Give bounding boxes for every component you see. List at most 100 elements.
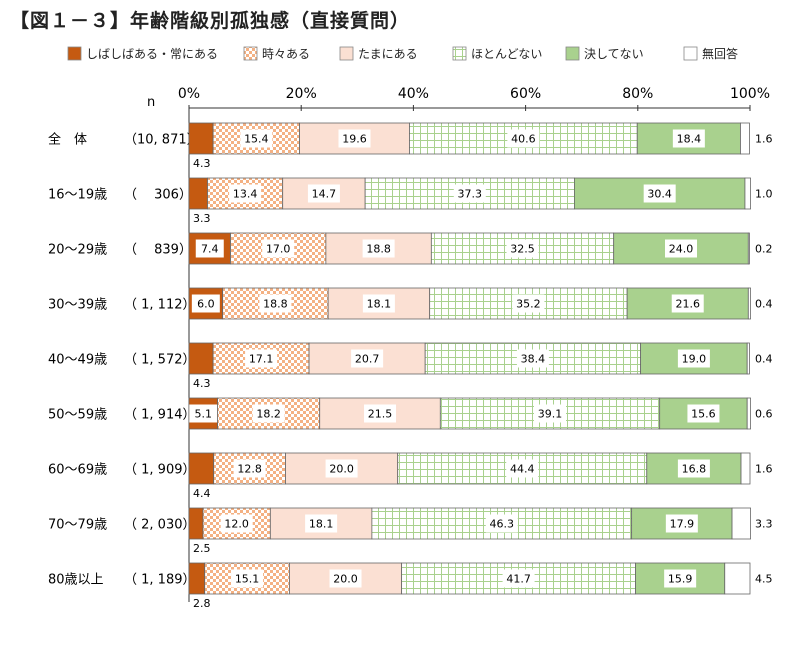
- data-label: 1.0: [755, 188, 773, 201]
- n-label: （10, 871）: [124, 133, 200, 148]
- data-label-box: [502, 569, 535, 588]
- legend-swatch-1: [243, 46, 258, 61]
- x-tick-label: 40%: [398, 86, 429, 102]
- data-label: 17.9: [670, 518, 695, 531]
- data-label-box: [220, 514, 253, 533]
- n-label: （ 1, 189）: [124, 573, 195, 588]
- bar-row: 30～39歳 （ 1, 112） 6.0 18.8 18.1 35.2 21.6 0.4: [48, 287, 773, 320]
- x-tick-label: 80%: [622, 86, 653, 102]
- data-label: 41.7: [506, 573, 531, 586]
- data-label-box: [231, 569, 264, 588]
- bar-segment: [746, 397, 751, 430]
- x-tick-label: 100%: [730, 86, 770, 102]
- data-label-box: [664, 569, 697, 588]
- data-label: 17.1: [249, 353, 274, 366]
- n-label: （ 839）: [124, 243, 192, 258]
- bar-segment: [740, 452, 751, 485]
- bar-segment: [188, 507, 204, 540]
- bar-segment: [188, 177, 208, 210]
- data-label: 21.6: [675, 298, 700, 311]
- bar-segment: [631, 507, 733, 540]
- bar-row: 20～29歳 （ 839） 7.4 17.0 18.8 32.5 24.0 0.2: [48, 232, 773, 265]
- bar-rows: 全 体 （10, 871） 4.3 15.4 19.6 40.6 18.4 1.6 16～19歳…: [48, 122, 773, 610]
- data-label: 15.9: [668, 573, 693, 586]
- data-label-box: [329, 569, 362, 588]
- legend-label-2: たまにある: [358, 47, 418, 61]
- legend-label-4: 決してない: [584, 47, 644, 61]
- legend-swatch-3: [452, 46, 467, 61]
- data-label-box: [677, 349, 710, 368]
- data-label: 13.4: [233, 188, 258, 201]
- data-label-box: [262, 239, 295, 258]
- data-label: 12.0: [224, 518, 249, 531]
- category-label: 30～39歳: [48, 298, 107, 313]
- bar-row: 80歳以上 （ 1, 189） 2.8 15.1 20.0 41.7 15.9 4.5: [48, 562, 773, 610]
- data-label-box: [362, 294, 395, 313]
- data-label: 15.1: [235, 573, 260, 586]
- data-label: 1.6: [755, 463, 773, 476]
- category-label: 全 体: [48, 132, 87, 148]
- data-label: 30.4: [647, 188, 672, 201]
- data-label: 18.2: [256, 408, 281, 421]
- bar-segment: [747, 232, 750, 265]
- bar-segment: [724, 562, 751, 595]
- bar-row: 50～59歳 （ 1, 914） 5.1 18.2 21.5 39.1 15.6 0.6: [48, 397, 773, 430]
- data-label-box: [671, 294, 704, 313]
- data-label-box: [307, 184, 340, 203]
- data-label-box: [305, 514, 338, 533]
- data-label-box: [664, 239, 697, 258]
- data-label-box: [351, 349, 384, 368]
- data-label-box: [512, 294, 545, 313]
- x-axis: n 0% 20% 40% 60% 80% 100%: [147, 86, 770, 602]
- category-label: 80歳以上: [48, 573, 104, 588]
- n-header: n: [147, 95, 155, 110]
- legend-label-1: 時々ある: [262, 47, 310, 61]
- data-label: 0.4: [755, 298, 773, 311]
- data-label: 40.6: [511, 133, 536, 146]
- data-label: 2.5: [193, 542, 211, 555]
- data-label: 16.8: [682, 463, 707, 476]
- data-label-box: [233, 459, 266, 478]
- data-label-box: [195, 239, 224, 258]
- data-label: 37.3: [458, 188, 483, 201]
- category-label: 40～49歳: [48, 353, 107, 368]
- data-label-box: [534, 404, 567, 423]
- bar-row: 全 体 （10, 871） 4.3 15.4 19.6 40.6 18.4 1.6: [48, 122, 773, 170]
- data-label-box: [245, 349, 278, 368]
- data-label-box: [643, 184, 676, 203]
- legend-label-0: しばしばある・常にある: [86, 47, 218, 61]
- bar-row: 40～49歳 （ 1, 572） 4.3 17.1 20.7 38.4 19.0 0.4: [48, 342, 773, 390]
- data-label: 19.0: [682, 353, 707, 366]
- chart-title: 【図１－３】年齢階級別孤独感（直接質問）: [10, 10, 411, 32]
- bar-segment: [731, 507, 751, 540]
- n-label: （ 306）: [124, 188, 192, 203]
- data-label: 19.6: [342, 133, 367, 146]
- bar-segment: [188, 562, 206, 595]
- data-label-box: [229, 184, 262, 203]
- category-label: 16～19歳: [48, 188, 107, 203]
- data-label: 20.7: [355, 353, 380, 366]
- bar-segment: [740, 122, 750, 155]
- data-label-box: [672, 129, 705, 148]
- x-tick-label: 0%: [178, 86, 200, 102]
- data-label-box: [191, 294, 220, 313]
- n-label: （ 1, 909）: [124, 463, 195, 478]
- bar-segment: [747, 287, 751, 320]
- data-label-box: [665, 514, 698, 533]
- bar-segment: [188, 122, 214, 155]
- data-label: 38.4: [521, 353, 546, 366]
- data-label-box: [677, 459, 710, 478]
- data-label: 14.7: [312, 188, 337, 201]
- data-label-box: [687, 404, 720, 423]
- data-label: 18.1: [309, 518, 334, 531]
- bar-row: 70～79歳 （ 2, 030） 2.5 12.0 18.1 46.3 17.9 3.3: [48, 507, 773, 555]
- category-label: 50～59歳: [48, 408, 107, 423]
- data-label: 39.1: [538, 408, 563, 421]
- legend-swatch-5: [683, 46, 698, 61]
- bar-row: 60～69歳 （ 1, 909） 4.4 12.8 20.0 44.4 16.8 1.6: [48, 452, 773, 500]
- data-label: 4.3: [193, 377, 211, 390]
- data-label: 46.3: [490, 518, 515, 531]
- data-label: 20.0: [333, 573, 358, 586]
- data-label: 18.1: [367, 298, 392, 311]
